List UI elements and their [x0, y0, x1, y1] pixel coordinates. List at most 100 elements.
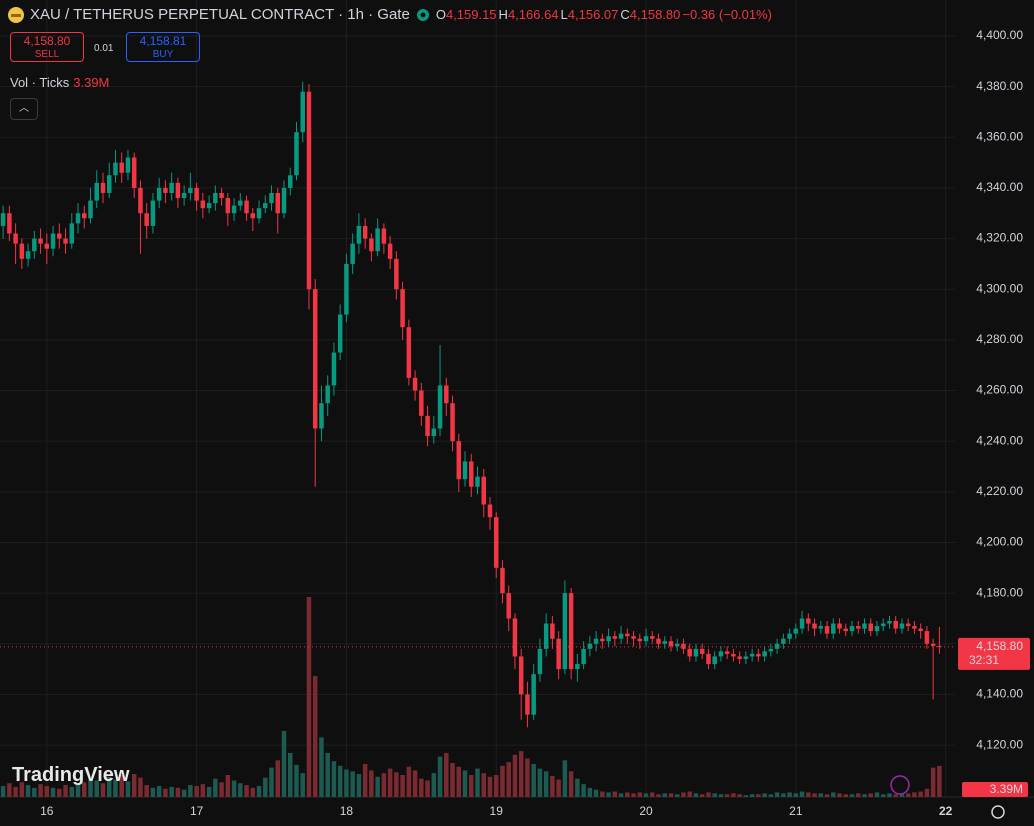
- candle-body: [69, 223, 75, 244]
- volume-bar: [88, 778, 93, 797]
- volume-bar: [263, 777, 268, 797]
- volume-bar: [787, 792, 792, 797]
- volume-bar: [469, 774, 474, 797]
- volume-bar: [930, 767, 936, 797]
- candle-body: [575, 664, 580, 670]
- x-tick-label: 19: [490, 804, 504, 818]
- ohlc-values: O4,159.15 H4,166.64 L4,156.07 C4,158.80 −0.3…: [436, 6, 774, 23]
- candle-body: [119, 162, 124, 173]
- candle-body: [369, 238, 374, 252]
- volume-bar: [650, 792, 655, 797]
- volume-bar: [806, 792, 811, 797]
- candle-body: [612, 636, 618, 639]
- candle-body: [281, 187, 287, 214]
- candle-body: [587, 643, 593, 649]
- candle-body: [0, 213, 6, 226]
- volume-bar: [106, 776, 112, 797]
- volume-bar: [849, 794, 855, 797]
- ohlc-key: C: [620, 7, 630, 22]
- volume-bar: [887, 793, 892, 797]
- candle-body: [19, 243, 25, 259]
- volume-bar: [32, 787, 37, 797]
- sell-button[interactable]: 4,158.80 SELL: [10, 32, 84, 62]
- candle-body: [643, 636, 649, 642]
- watermark: TradingView: [12, 764, 130, 786]
- volume-bar: [693, 793, 699, 797]
- volume-bar: [712, 793, 717, 797]
- candle-body: [756, 653, 761, 657]
- ohlc-key: L: [560, 7, 568, 22]
- candle-body: [256, 208, 262, 219]
- candle-body: [481, 476, 486, 505]
- volume-bar: [25, 785, 31, 797]
- volume-bar: [531, 763, 536, 797]
- volume-bar: [350, 771, 355, 797]
- volume-bar: [743, 795, 749, 797]
- volume-bar: [812, 793, 817, 797]
- y-tick-label: 4,360.00: [976, 129, 1023, 143]
- volume-bar: [893, 794, 898, 797]
- candle-body: [32, 238, 37, 252]
- ohlc-key: H: [498, 7, 508, 22]
- candle-body: [156, 187, 162, 201]
- volume-bar: [194, 785, 199, 797]
- x-tick-label: 18: [340, 804, 354, 818]
- candle-body: [113, 162, 118, 176]
- last-price-tag: [958, 637, 1030, 670]
- symbol-title: XAU / TETHERUS PERPETUAL CONTRACT · 1h ·…: [30, 6, 410, 23]
- candle-body: [344, 263, 349, 315]
- candle-body: [244, 200, 249, 214]
- candle-body: [787, 633, 792, 639]
- candle-body: [194, 187, 199, 201]
- volume-bar: [425, 780, 430, 797]
- volume-bar: [231, 780, 237, 797]
- candle-body: [924, 631, 930, 644]
- candle-body: [394, 258, 399, 290]
- candle-body: [656, 638, 661, 644]
- volume-bar: [568, 771, 574, 797]
- candle-body: [824, 626, 830, 634]
- candle-body: [493, 517, 499, 568]
- volume-bar: [456, 766, 462, 797]
- candle-body: [300, 91, 305, 133]
- ohlc-key: O: [435, 7, 446, 22]
- candle-body: [768, 648, 774, 652]
- volume-bar: [44, 785, 50, 797]
- volume-bar: [631, 793, 636, 797]
- candle-body: [444, 385, 449, 404]
- candle-body: [406, 327, 412, 378]
- volume-bar: [500, 765, 505, 797]
- buy-button[interactable]: 4,158.81 BUY: [126, 32, 200, 62]
- candle-body: [937, 645, 942, 647]
- candle-body: [887, 620, 892, 624]
- volume-bar: [238, 783, 243, 797]
- y-tick-label: 4,120.00: [976, 737, 1023, 751]
- candle-body: [437, 385, 443, 429]
- volume-bar: [269, 767, 274, 797]
- volume-bar: [50, 787, 56, 797]
- volume-bar: [487, 776, 493, 797]
- candle-body: [668, 641, 674, 647]
- volume-bar: [774, 792, 780, 797]
- candle-body: [743, 656, 749, 659]
- volume-bar: [394, 772, 399, 797]
- volume-bar: [206, 786, 212, 797]
- candle-body: [831, 623, 836, 634]
- volume-bar: [356, 774, 362, 797]
- volume-bar: [462, 770, 468, 797]
- candle-body: [175, 182, 181, 199]
- volume-bar: [862, 794, 867, 797]
- candle-body: [188, 187, 193, 193]
- collapse-button[interactable]: ︿: [10, 98, 38, 120]
- candle-body: [862, 623, 867, 629]
- candle-body: [419, 390, 424, 416]
- candle-body: [781, 638, 786, 644]
- volume-bar: [587, 787, 593, 797]
- volume-bar: [687, 791, 692, 797]
- volume-bar: [799, 791, 805, 797]
- volume-bar: [518, 751, 524, 797]
- candle-body: [138, 187, 143, 214]
- ohlc-value: 4,166.64: [507, 7, 559, 22]
- volume-bar: [543, 771, 549, 797]
- y-tick-label: 4,200.00: [976, 535, 1023, 549]
